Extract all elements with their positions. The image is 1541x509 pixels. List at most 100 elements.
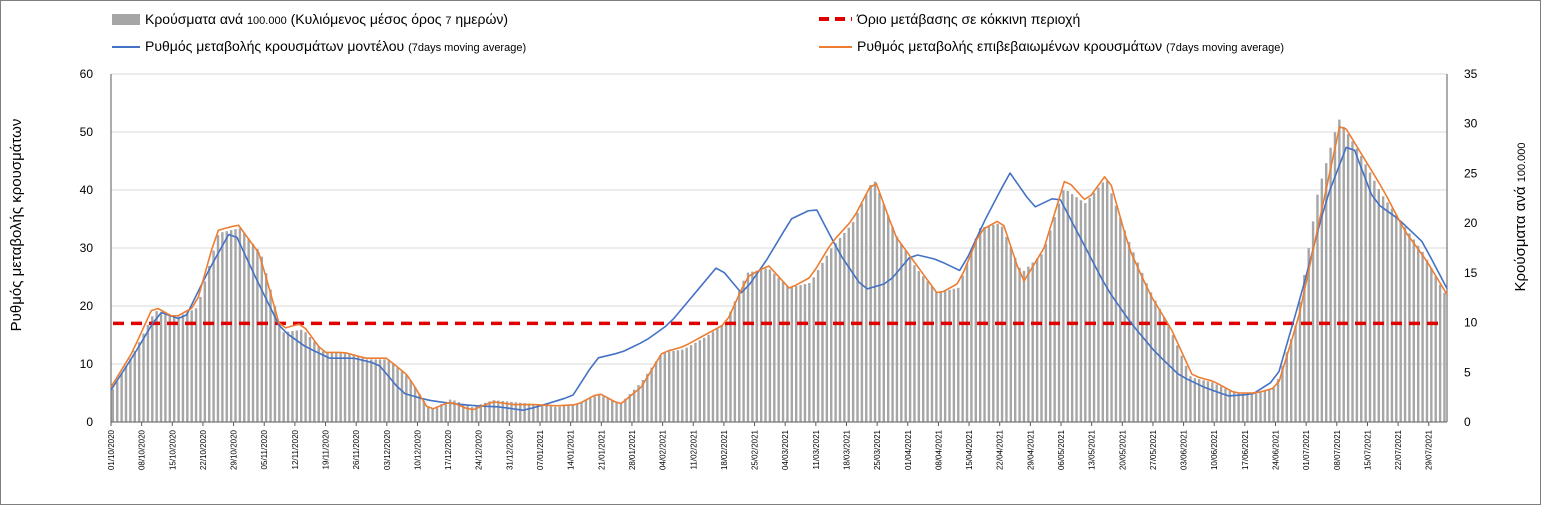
bar [1438, 284, 1442, 422]
line-series [110, 126, 1448, 412]
x-tick-label: 29/10/2020 [230, 429, 239, 470]
bar [777, 277, 780, 422]
x-tick-label: 08/04/2021 [934, 429, 943, 470]
bar [519, 402, 522, 422]
bar [755, 270, 758, 422]
x-tick-label: 24/12/2020 [475, 429, 484, 470]
bar [1303, 274, 1306, 422]
bar [790, 287, 794, 422]
bar [1294, 325, 1297, 422]
bar [1215, 384, 1218, 422]
bar [1416, 245, 1420, 422]
bar [1241, 393, 1245, 422]
bar [304, 332, 307, 422]
bar [247, 238, 250, 422]
bar [1368, 172, 1372, 422]
bar [238, 228, 242, 422]
bar [886, 215, 890, 422]
bar [199, 296, 202, 422]
bar [1171, 335, 1175, 422]
bar [1268, 389, 1271, 422]
bar [1320, 178, 1324, 422]
x-tick-label: 29/07/2021 [1425, 429, 1434, 470]
x-tick-label: 25/03/2021 [873, 429, 882, 470]
bar [483, 402, 487, 422]
bar [724, 321, 728, 422]
bar [326, 352, 329, 422]
bar [1127, 241, 1131, 422]
y-left-tick-label: 60 [80, 67, 94, 81]
bar [164, 314, 167, 422]
bar [159, 312, 163, 422]
bar [1289, 338, 1293, 422]
bar [1364, 164, 1367, 422]
bar [190, 310, 193, 422]
y-right-tick-label: 30 [1464, 117, 1478, 131]
bar [1009, 247, 1013, 422]
bar [808, 283, 811, 422]
bar [470, 407, 474, 422]
bar [422, 400, 426, 422]
bar [348, 353, 351, 422]
bar [545, 405, 548, 422]
x-tick-label: 28/01/2021 [628, 429, 637, 470]
bar [453, 400, 456, 422]
bar [1259, 392, 1262, 422]
bar [155, 311, 158, 422]
y-left-tick-label: 50 [80, 125, 94, 139]
bar [300, 329, 303, 422]
bar [343, 352, 347, 422]
bar [1014, 257, 1017, 422]
bar [440, 404, 443, 422]
bar [575, 404, 579, 422]
bar [435, 406, 439, 422]
x-tick-label: 04/02/2021 [659, 429, 668, 470]
bar [930, 286, 934, 422]
bar [501, 401, 504, 422]
y-right-tick-label: 0 [1464, 415, 1471, 429]
bar [895, 236, 899, 422]
bar [142, 333, 145, 422]
bar [111, 389, 115, 422]
bar [1022, 270, 1026, 422]
x-tick-label: 01/10/2020 [107, 429, 116, 470]
bar [1158, 308, 1161, 422]
y-left-tick-label: 0 [86, 415, 93, 429]
bar [475, 405, 478, 422]
bar [913, 265, 916, 422]
bar [970, 250, 973, 422]
x-tick-label: 15/07/2021 [1363, 429, 1372, 470]
x-tick-label: 10/06/2021 [1210, 429, 1219, 470]
bar [825, 255, 829, 422]
bar [400, 371, 404, 422]
bar [361, 358, 364, 422]
bar [269, 289, 272, 422]
bar [1101, 182, 1105, 422]
bar [1211, 382, 1214, 422]
bar [1421, 251, 1424, 422]
bar [1193, 378, 1197, 422]
bar [225, 231, 228, 422]
bar [698, 340, 702, 422]
bar [181, 314, 185, 422]
bar [1333, 132, 1337, 423]
x-tick-label: 11/02/2021 [689, 429, 698, 469]
bar [378, 359, 382, 422]
bar [370, 359, 373, 422]
axes [110, 74, 1448, 423]
bar [387, 360, 391, 422]
bar [431, 408, 434, 422]
bar [646, 373, 649, 422]
bar [1167, 325, 1170, 422]
x-tick-label: 22/04/2021 [996, 429, 1005, 470]
bar [527, 403, 531, 422]
x-tick-label: 11/03/2021 [812, 429, 821, 469]
y-right-tick-label: 20 [1464, 216, 1478, 230]
x-tick-label: 19/11/2020 [322, 429, 331, 469]
bar [129, 358, 132, 422]
bar [624, 398, 627, 422]
bar [904, 250, 907, 422]
x-tick-label: 10/12/2020 [413, 429, 422, 470]
bar [1237, 392, 1240, 422]
